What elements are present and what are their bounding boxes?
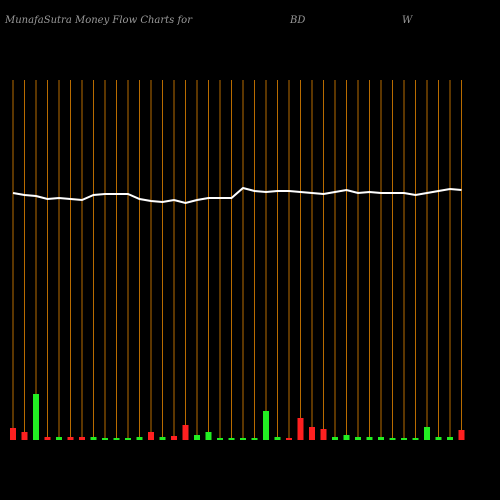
bar (412, 438, 419, 440)
bar (113, 438, 120, 440)
bar (355, 437, 361, 440)
bar (228, 438, 235, 440)
bar (263, 411, 269, 440)
bar (148, 432, 154, 440)
chart-title-suffix: W (402, 15, 413, 26)
bar (217, 438, 223, 440)
bar (159, 437, 166, 440)
chart-title-symbol: BD (289, 15, 305, 26)
bar (102, 438, 108, 440)
bar (33, 394, 39, 440)
bar (79, 437, 85, 440)
bar (297, 418, 304, 440)
bar (378, 437, 384, 440)
bar (447, 437, 453, 440)
bar (389, 438, 396, 440)
bar (136, 437, 143, 440)
bar (366, 437, 373, 440)
bar (240, 438, 246, 440)
bar (21, 432, 28, 440)
bar (125, 438, 131, 440)
bar (401, 438, 407, 440)
bar (435, 437, 442, 440)
bar (343, 435, 350, 440)
bar (44, 437, 51, 440)
bar (10, 428, 16, 440)
bar (286, 438, 292, 440)
bar (424, 427, 430, 440)
bar (332, 437, 338, 440)
bar (274, 437, 281, 440)
bar (194, 435, 200, 440)
money-flow-line (12, 186, 462, 205)
bar (205, 432, 212, 440)
bar (251, 438, 258, 440)
bar (458, 430, 465, 440)
bar (320, 429, 327, 440)
bar (182, 425, 189, 440)
bar (309, 427, 315, 440)
chart-title: MunafaSutra Money Flow Charts for (4, 15, 193, 26)
bar (90, 437, 97, 440)
bar (56, 437, 62, 440)
bar (67, 437, 74, 440)
bar (171, 436, 177, 440)
